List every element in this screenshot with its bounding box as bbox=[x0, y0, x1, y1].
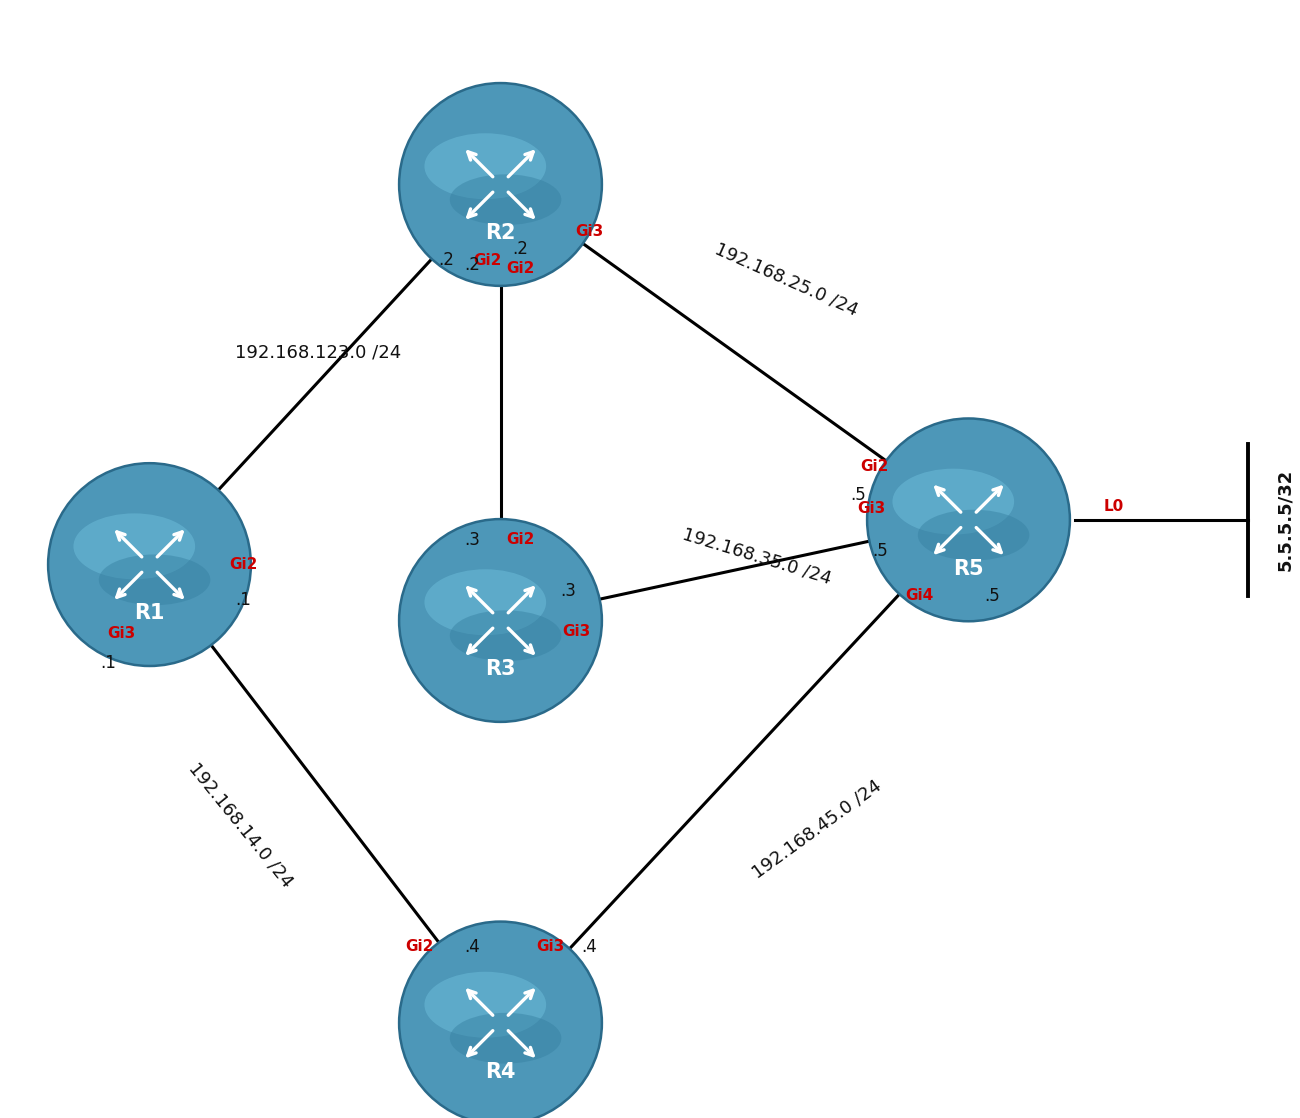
Ellipse shape bbox=[99, 555, 211, 605]
Ellipse shape bbox=[424, 133, 546, 199]
Text: Gi2: Gi2 bbox=[406, 939, 434, 955]
Text: 192.168.123.0 /24: 192.168.123.0 /24 bbox=[235, 343, 402, 361]
Text: Gi2: Gi2 bbox=[473, 253, 502, 268]
Text: R3: R3 bbox=[485, 660, 516, 679]
Ellipse shape bbox=[450, 610, 562, 661]
Text: .3: .3 bbox=[464, 531, 480, 549]
Ellipse shape bbox=[73, 513, 195, 579]
Text: 192.168.14.0 /24: 192.168.14.0 /24 bbox=[185, 759, 296, 891]
Text: .4: .4 bbox=[581, 938, 597, 956]
Ellipse shape bbox=[399, 519, 602, 722]
Text: .4: .4 bbox=[464, 938, 480, 956]
Text: Gi2: Gi2 bbox=[506, 532, 534, 548]
Text: .5: .5 bbox=[984, 587, 1000, 605]
Ellipse shape bbox=[399, 921, 602, 1118]
Ellipse shape bbox=[424, 569, 546, 635]
Ellipse shape bbox=[424, 972, 546, 1038]
Text: Gi3: Gi3 bbox=[857, 501, 885, 517]
Ellipse shape bbox=[450, 1013, 562, 1063]
Text: R2: R2 bbox=[485, 224, 516, 243]
Text: R1: R1 bbox=[134, 604, 165, 623]
Text: R5: R5 bbox=[953, 559, 984, 578]
Text: L0: L0 bbox=[1104, 499, 1124, 514]
Text: .1: .1 bbox=[100, 654, 116, 672]
Text: 5.5.5.5/32: 5.5.5.5/32 bbox=[1277, 468, 1295, 571]
Ellipse shape bbox=[892, 468, 1014, 534]
Text: .5: .5 bbox=[850, 486, 866, 504]
Text: Gi2: Gi2 bbox=[229, 557, 257, 572]
Text: .2: .2 bbox=[464, 256, 480, 274]
Text: 192.168.25.0 /24: 192.168.25.0 /24 bbox=[712, 239, 861, 320]
Text: Gi2: Gi2 bbox=[506, 260, 534, 276]
Ellipse shape bbox=[450, 174, 562, 225]
Text: Gi3: Gi3 bbox=[575, 224, 603, 239]
Ellipse shape bbox=[48, 463, 251, 666]
Text: .2: .2 bbox=[512, 240, 528, 258]
Ellipse shape bbox=[867, 418, 1070, 622]
Text: R4: R4 bbox=[485, 1062, 516, 1081]
Text: .5: .5 bbox=[872, 542, 888, 560]
Text: Gi3: Gi3 bbox=[536, 939, 564, 955]
Text: .1: .1 bbox=[235, 591, 251, 609]
Ellipse shape bbox=[918, 510, 1030, 560]
Text: Gi3: Gi3 bbox=[562, 624, 590, 639]
Text: 192.168.35.0 /24: 192.168.35.0 /24 bbox=[680, 525, 833, 588]
Text: Gi4: Gi4 bbox=[905, 588, 933, 604]
Text: .2: .2 bbox=[438, 252, 454, 269]
Text: Gi2: Gi2 bbox=[861, 458, 889, 474]
Text: Gi3: Gi3 bbox=[107, 626, 135, 642]
Ellipse shape bbox=[399, 83, 602, 286]
Text: .3: .3 bbox=[560, 582, 576, 600]
Text: 192.168.45.0 /24: 192.168.45.0 /24 bbox=[749, 777, 884, 882]
